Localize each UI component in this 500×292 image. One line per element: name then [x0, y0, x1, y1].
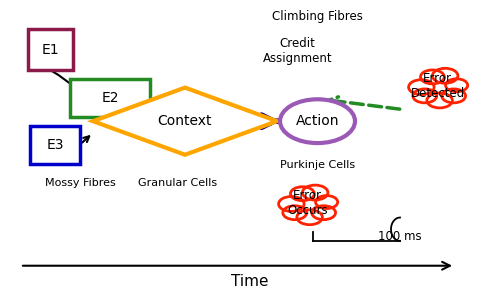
Text: Time: Time	[231, 274, 269, 289]
Text: Context: Context	[158, 114, 212, 128]
Circle shape	[297, 210, 322, 225]
Text: Error
Detected: Error Detected	[410, 72, 465, 100]
Text: Granular Cells: Granular Cells	[138, 178, 217, 187]
Text: Error
Occurs: Error Occurs	[287, 189, 328, 217]
Circle shape	[302, 185, 328, 200]
FancyBboxPatch shape	[28, 29, 72, 70]
Circle shape	[316, 196, 338, 208]
Circle shape	[413, 89, 436, 103]
Polygon shape	[93, 88, 277, 155]
Circle shape	[278, 197, 304, 211]
Circle shape	[427, 93, 452, 108]
Circle shape	[446, 79, 468, 92]
Circle shape	[442, 89, 466, 103]
Circle shape	[408, 80, 434, 95]
Circle shape	[290, 187, 314, 201]
Circle shape	[312, 206, 336, 220]
FancyBboxPatch shape	[70, 79, 150, 117]
Text: Climbing Fibres: Climbing Fibres	[272, 10, 363, 22]
Text: E2: E2	[102, 91, 119, 105]
Text: Action: Action	[296, 114, 339, 128]
Circle shape	[283, 206, 306, 220]
FancyBboxPatch shape	[30, 126, 80, 164]
Text: E1: E1	[41, 43, 59, 57]
Text: Purkinje Cells: Purkinje Cells	[280, 160, 355, 170]
Circle shape	[420, 70, 444, 84]
Text: 100 ms: 100 ms	[378, 230, 421, 243]
Circle shape	[432, 68, 458, 83]
Circle shape	[280, 99, 355, 143]
Text: Credit
Assignment: Credit Assignment	[262, 37, 332, 65]
Text: Mossy Fibres: Mossy Fibres	[44, 178, 116, 187]
Text: E3: E3	[46, 138, 64, 152]
